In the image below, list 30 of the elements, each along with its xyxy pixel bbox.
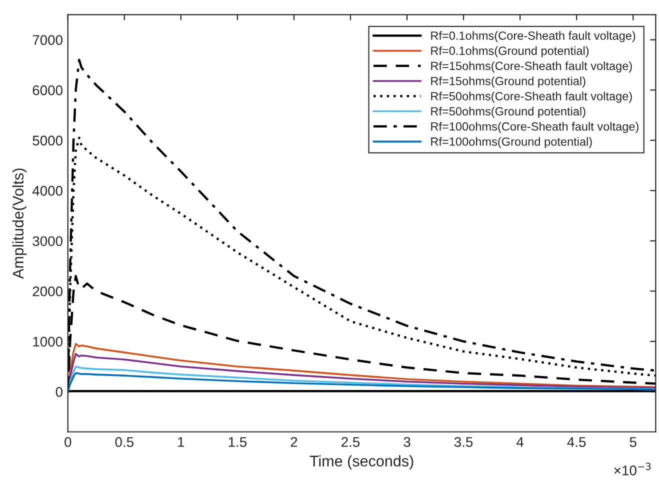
legend-label: Rf=0.1ohms(Core-Sheath fault voltage) [431,31,636,42]
x-tick-label: 0 [64,437,72,447]
y-tick-label: 2000 [32,286,62,296]
y-tick-label: 3000 [32,236,62,246]
x-axis-title: Time (seconds) [310,455,414,470]
x-tick-label: 1 [178,437,184,447]
x-tick-label: 3.5 [454,437,473,447]
legend-label: Rf=0.1ohms(Ground potential) [431,46,589,58]
legend-label: Rf=100ohms(Core-Sheath fault voltage) [431,122,638,133]
text: ×10$^{−3}$ [614,462,651,476]
y-axis-title: Amplitude(Volts) [12,168,27,279]
x-tick-label: 5 [630,437,636,447]
y-tick-label: 4000 [32,186,62,196]
legend-label: Rf=15ohms(Core-Sheath fault voltage) [431,61,632,72]
legend-label: Rf=50ohms(Ground potential) [431,106,586,118]
x-tick-label: 3 [404,437,410,447]
y-tick-label: 0 [56,387,62,397]
x-tick-label: 4.5 [567,437,586,447]
x-tick-label: 0.5 [115,437,134,447]
legend-label: Rf=15ohms(Ground potential) [431,76,586,88]
legend-label: Rf=50ohms(Core-Sheath fault voltage) [431,92,632,103]
x-tick-label: 4 [516,437,524,447]
y-tick-label: 6000 [32,85,62,96]
y-tick-label: 5000 [32,136,62,146]
y-tick-label: 1000 [33,336,62,347]
y-tick-label: 7000 [32,35,62,45]
x-tick-label: 2 [290,437,298,447]
legend-label: Rf=100ohms(Ground potential) [431,137,592,148]
x-tick-label: 2.5 [342,437,360,447]
x-tick-label: 1.5 [228,437,247,447]
